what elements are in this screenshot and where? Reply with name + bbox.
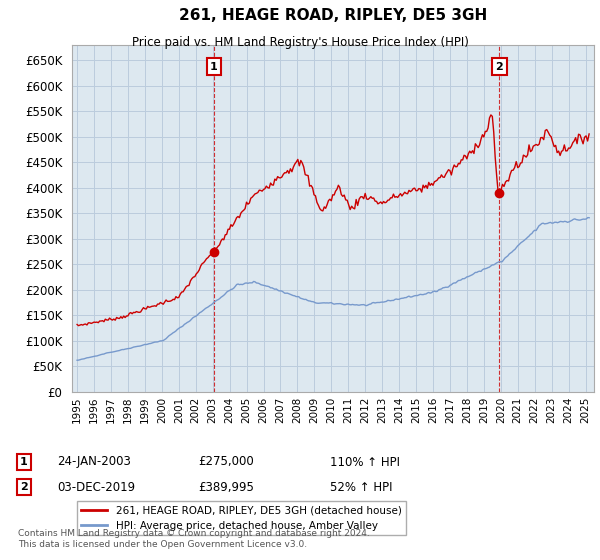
Title: 261, HEAGE ROAD, RIPLEY, DE5 3GH: 261, HEAGE ROAD, RIPLEY, DE5 3GH — [179, 8, 487, 23]
Text: £275,000: £275,000 — [198, 455, 254, 469]
Text: £389,995: £389,995 — [198, 480, 254, 494]
Legend: 261, HEAGE ROAD, RIPLEY, DE5 3GH (detached house), HPI: Average price, detached : 261, HEAGE ROAD, RIPLEY, DE5 3GH (detach… — [77, 501, 406, 535]
Text: 52% ↑ HPI: 52% ↑ HPI — [330, 480, 392, 494]
Text: 03-DEC-2019: 03-DEC-2019 — [57, 480, 135, 494]
Text: Price paid vs. HM Land Registry's House Price Index (HPI): Price paid vs. HM Land Registry's House … — [131, 36, 469, 49]
Text: 2: 2 — [496, 62, 503, 72]
Text: 1: 1 — [20, 457, 28, 467]
Text: 24-JAN-2003: 24-JAN-2003 — [57, 455, 131, 469]
Text: 110% ↑ HPI: 110% ↑ HPI — [330, 455, 400, 469]
Text: Contains HM Land Registry data © Crown copyright and database right 2024.
This d: Contains HM Land Registry data © Crown c… — [18, 529, 370, 549]
Text: 2: 2 — [20, 482, 28, 492]
Text: 1: 1 — [210, 62, 218, 72]
